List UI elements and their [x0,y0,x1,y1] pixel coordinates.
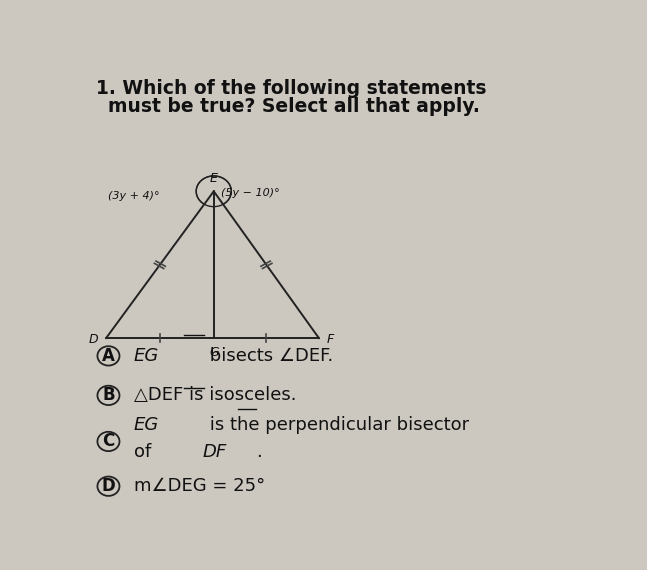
Text: must be true? Select all that apply.: must be true? Select all that apply. [109,97,480,116]
Text: DF: DF [202,443,226,462]
Text: B: B [102,386,115,404]
Text: m∠DEG = 25°: m∠DEG = 25° [133,477,265,495]
Text: E: E [210,172,217,185]
Text: D: D [89,333,98,345]
Text: △DEF is isosceles.: △DEF is isosceles. [133,386,296,404]
Text: EG: EG [133,416,159,434]
Text: is the perpendicular bisector: is the perpendicular bisector [204,416,469,434]
Text: D: D [102,477,115,495]
Text: F: F [327,333,334,345]
Text: EG: EG [133,347,159,365]
Text: C: C [102,433,115,450]
Text: A: A [102,347,115,365]
Text: G: G [209,346,219,359]
Text: .: . [256,443,262,462]
Text: bisects ∠DEF.: bisects ∠DEF. [204,347,333,365]
Text: (3y + 4)°: (3y + 4)° [109,191,160,201]
Text: (5y − 10)°: (5y − 10)° [221,189,280,198]
Text: 1. Which of the following statements: 1. Which of the following statements [96,79,487,99]
Text: of: of [133,443,157,462]
